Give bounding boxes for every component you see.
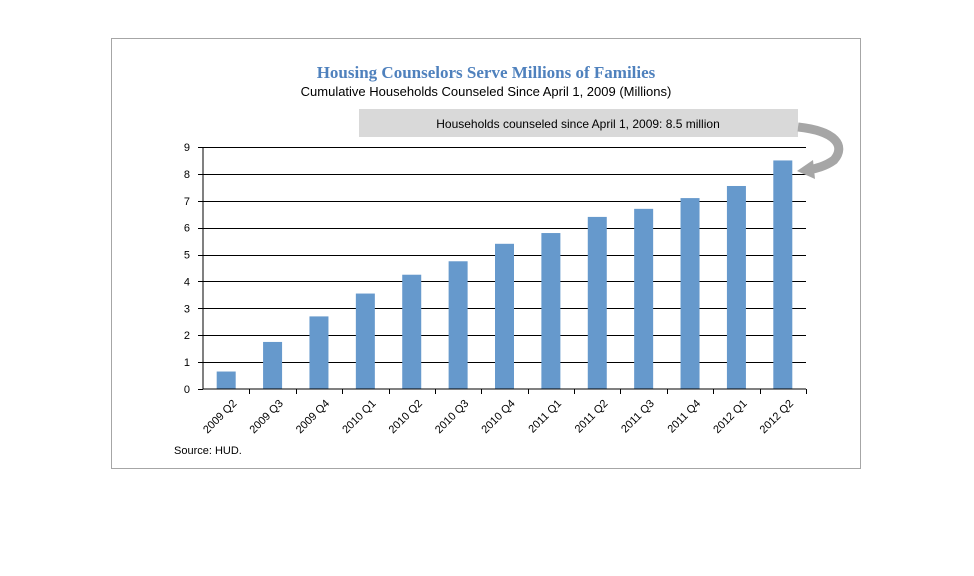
x-tick-label: 2009 Q2 [201,398,239,436]
y-tick-label: 2 [184,330,190,342]
bar-2012-q2 [773,160,793,389]
x-axis-tick-labels: 2009 Q2 2009 Q3 2009 Q4 2010 Q1 2010 Q2 2010 … [201,389,807,436]
bar-2010-q3 [448,261,468,389]
y-axis-tick-labels: 0 1 2 3 4 5 6 7 8 9 [184,142,190,396]
chart-title: Housing Counselors Serve Millions of Fam… [316,63,656,82]
bar-2011-q4 [680,198,700,389]
y-tick-label: 5 [184,250,190,262]
bar-2011-q3 [634,208,654,389]
bar-2010-q2 [402,274,422,389]
bar-2009-q4 [309,316,329,389]
x-tick-label: 2009 Q4 [294,398,332,436]
y-tick-label: 0 [184,384,190,396]
x-tick-label: 2011 Q2 [573,398,611,436]
bar-2011-q2 [587,216,607,389]
y-tick-label: 4 [184,276,190,288]
x-tick-label: 2009 Q3 [247,398,285,436]
bar-2011-q1 [541,233,561,389]
y-tick-label: 3 [184,303,190,315]
x-tick-label: 2011 Q3 [619,398,657,436]
callout-arrowhead [797,160,815,179]
y-tick-label: 8 [184,169,190,181]
x-tick-label: 2011 Q4 [666,398,704,436]
chart-subtitle: Cumulative Households Counseled Since Ap… [300,84,672,99]
bar-2010-q4 [495,243,514,389]
x-tick-label: 2010 Q3 [433,398,471,436]
x-tick-label: 2010 Q4 [479,398,517,436]
x-tick-label: 2011 Q1 [526,398,564,436]
y-tick-label: 1 [184,357,190,369]
bar-2009-q2 [216,371,236,389]
callout-arrow [797,122,844,175]
callout-text: Households counseled since April 1, 2009… [436,117,720,131]
y-tick-label: 6 [184,223,190,235]
x-tick-label: 2012 Q2 [758,398,796,436]
bar-2009-q3 [263,341,283,389]
callout-box [359,109,798,137]
source-note: Source: HUD. [174,445,242,457]
bars [216,160,793,389]
bar-2010-q1 [355,293,375,389]
callout: Households counseled since April 1, 2009… [359,109,844,179]
bar-2012-q1 [726,185,746,389]
x-tick-label: 2010 Q1 [340,398,378,436]
x-tick-label: 2010 Q2 [387,398,425,436]
y-tick-label: 7 [184,196,190,208]
x-tick-label: 2012 Q1 [711,398,749,436]
y-tick-label: 9 [184,142,190,154]
